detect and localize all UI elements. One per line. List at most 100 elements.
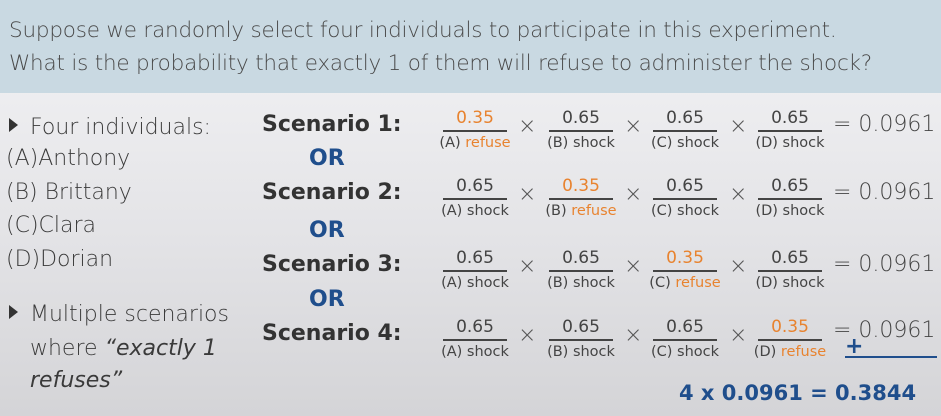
scenario-3-label: Scenario 3: [262, 252, 402, 277]
fraction-denominator: (B) shock [536, 272, 626, 294]
den-letter: (A) [441, 343, 463, 360]
times-symbol: × [729, 182, 748, 207]
fraction-bar [758, 198, 822, 200]
den-word: shock [677, 202, 720, 219]
fraction-denominator: (A) shock [430, 341, 520, 363]
times-symbol: × [518, 182, 537, 207]
fraction-denominator: (C) shock [640, 200, 730, 222]
den-word: shock [782, 274, 825, 291]
bullet-multiple-scenarios: Multiple scenarios [9, 302, 229, 327]
fraction-bar [653, 198, 717, 200]
times-symbol: × [624, 254, 643, 279]
fraction-numerator: 0.65 [562, 108, 600, 128]
fraction-numerator: 0.35 [666, 248, 704, 268]
fraction-numerator: 0.65 [771, 248, 809, 268]
or-label-1: OR [309, 146, 345, 171]
refuses-text: refuses” [30, 368, 123, 393]
scenario-2-term-d: 0.65 (D) shock [745, 174, 835, 222]
fraction-denominator: (D) shock [745, 200, 835, 222]
or-label-2: OR [309, 218, 345, 243]
scenario-3-term-a: 0.65 (A) shock [430, 246, 520, 294]
scenario-2-result: = 0.0961 [833, 180, 936, 205]
fraction-numerator: 0.35 [771, 317, 809, 337]
scenario-1-term-b: 0.65 (B) shock [536, 106, 626, 154]
plus-sign: + [845, 334, 864, 359]
fraction-numerator: 0.65 [771, 176, 809, 196]
times-symbol: × [624, 323, 643, 348]
total-result: 4 x 0.0961 = 0.3844 [679, 381, 917, 405]
den-word: shock [677, 134, 720, 151]
person-b: (B) Brittany [6, 180, 132, 205]
fraction-denominator: (B) shock [536, 132, 626, 154]
den-letter: (D) [755, 202, 778, 219]
fraction-denominator: (C) shock [640, 341, 730, 363]
scenario-3-result: = 0.0961 [833, 252, 936, 277]
times-symbol: × [729, 254, 748, 279]
fraction-numerator: 0.65 [666, 317, 704, 337]
den-letter: (C) [650, 134, 673, 151]
fraction-numerator: 0.65 [456, 317, 494, 337]
bullet-four-individuals: Four individuals: [9, 115, 211, 140]
fraction-denominator: (D) shock [745, 272, 835, 294]
den-letter: (B) [547, 274, 569, 291]
times-symbol: × [518, 323, 537, 348]
den-word: shock [572, 343, 615, 360]
fraction-bar [443, 130, 507, 132]
times-symbol: × [518, 254, 537, 279]
scenario-2-term-b: 0.35 (B) refuse [536, 174, 626, 222]
scenario-4-term-c: 0.65 (C) shock [640, 315, 730, 363]
den-word: shock [572, 274, 615, 291]
den-letter: (B) [547, 134, 569, 151]
person-d: (D)Dorian [6, 247, 114, 272]
fraction-numerator: 0.65 [771, 108, 809, 128]
den-word: refuse [465, 134, 511, 151]
where-text: where [30, 336, 105, 361]
fraction-denominator: (A) refuse [430, 132, 520, 154]
fraction-denominator: (D) shock [745, 132, 835, 154]
den-word: shock [466, 202, 509, 219]
fraction-numerator: 0.65 [562, 317, 600, 337]
question-line-1: Suppose we randomly select four individu… [9, 18, 837, 43]
den-letter: (B) [545, 202, 567, 219]
scenario-1-term-c: 0.65 (C) shock [640, 106, 730, 154]
sum-underline [845, 356, 937, 358]
fraction-bar [653, 339, 717, 341]
bullet-triangle-icon [9, 118, 18, 132]
den-letter: (C) [650, 343, 673, 360]
scenario-4-term-b: 0.65 (B) shock [536, 315, 626, 363]
or-label-3: OR [309, 287, 345, 312]
scenario-1-result: = 0.0961 [833, 112, 936, 137]
scenario-4-label: Scenario 4: [262, 321, 402, 346]
fraction-numerator: 0.65 [456, 248, 494, 268]
fraction-bar [443, 198, 507, 200]
scenario-3-term-c: 0.35 (C) refuse [640, 246, 730, 294]
fraction-numerator: 0.65 [456, 176, 494, 196]
person-a: (A)Anthony [6, 146, 131, 171]
scenario-1-label: Scenario 1: [262, 112, 402, 137]
fraction-numerator: 0.65 [666, 108, 704, 128]
fraction-denominator: (B) shock [536, 341, 626, 363]
scenario-3-term-d: 0.65 (D) shock [745, 246, 835, 294]
den-letter: (C) [650, 202, 673, 219]
fraction-numerator: 0.35 [456, 108, 494, 128]
bullet-multiple-scenarios-text: Multiple scenarios [30, 302, 229, 327]
den-letter: (A) [441, 202, 463, 219]
bullet-multiple-scenarios-line2: where “exactly 1 [30, 336, 217, 361]
fraction-bar [549, 339, 613, 341]
fraction-bar [549, 130, 613, 132]
fraction-bar [653, 270, 717, 272]
fraction-bar [443, 270, 507, 272]
fraction-numerator: 0.65 [562, 248, 600, 268]
times-symbol: × [518, 114, 537, 139]
fraction-numerator: 0.65 [666, 176, 704, 196]
exactly-one-text: “exactly 1 [104, 336, 217, 361]
fraction-denominator: (A) shock [430, 200, 520, 222]
question-banner: Suppose we randomly select four individu… [0, 0, 941, 93]
den-letter: (D) [753, 343, 777, 360]
den-letter: (D) [755, 134, 778, 151]
times-symbol: × [624, 182, 643, 207]
fraction-bar [549, 270, 613, 272]
den-letter: (A) [439, 134, 461, 151]
fraction-denominator: (C) shock [640, 132, 730, 154]
question-line-2: What is the probability that exactly 1 o… [9, 51, 873, 76]
